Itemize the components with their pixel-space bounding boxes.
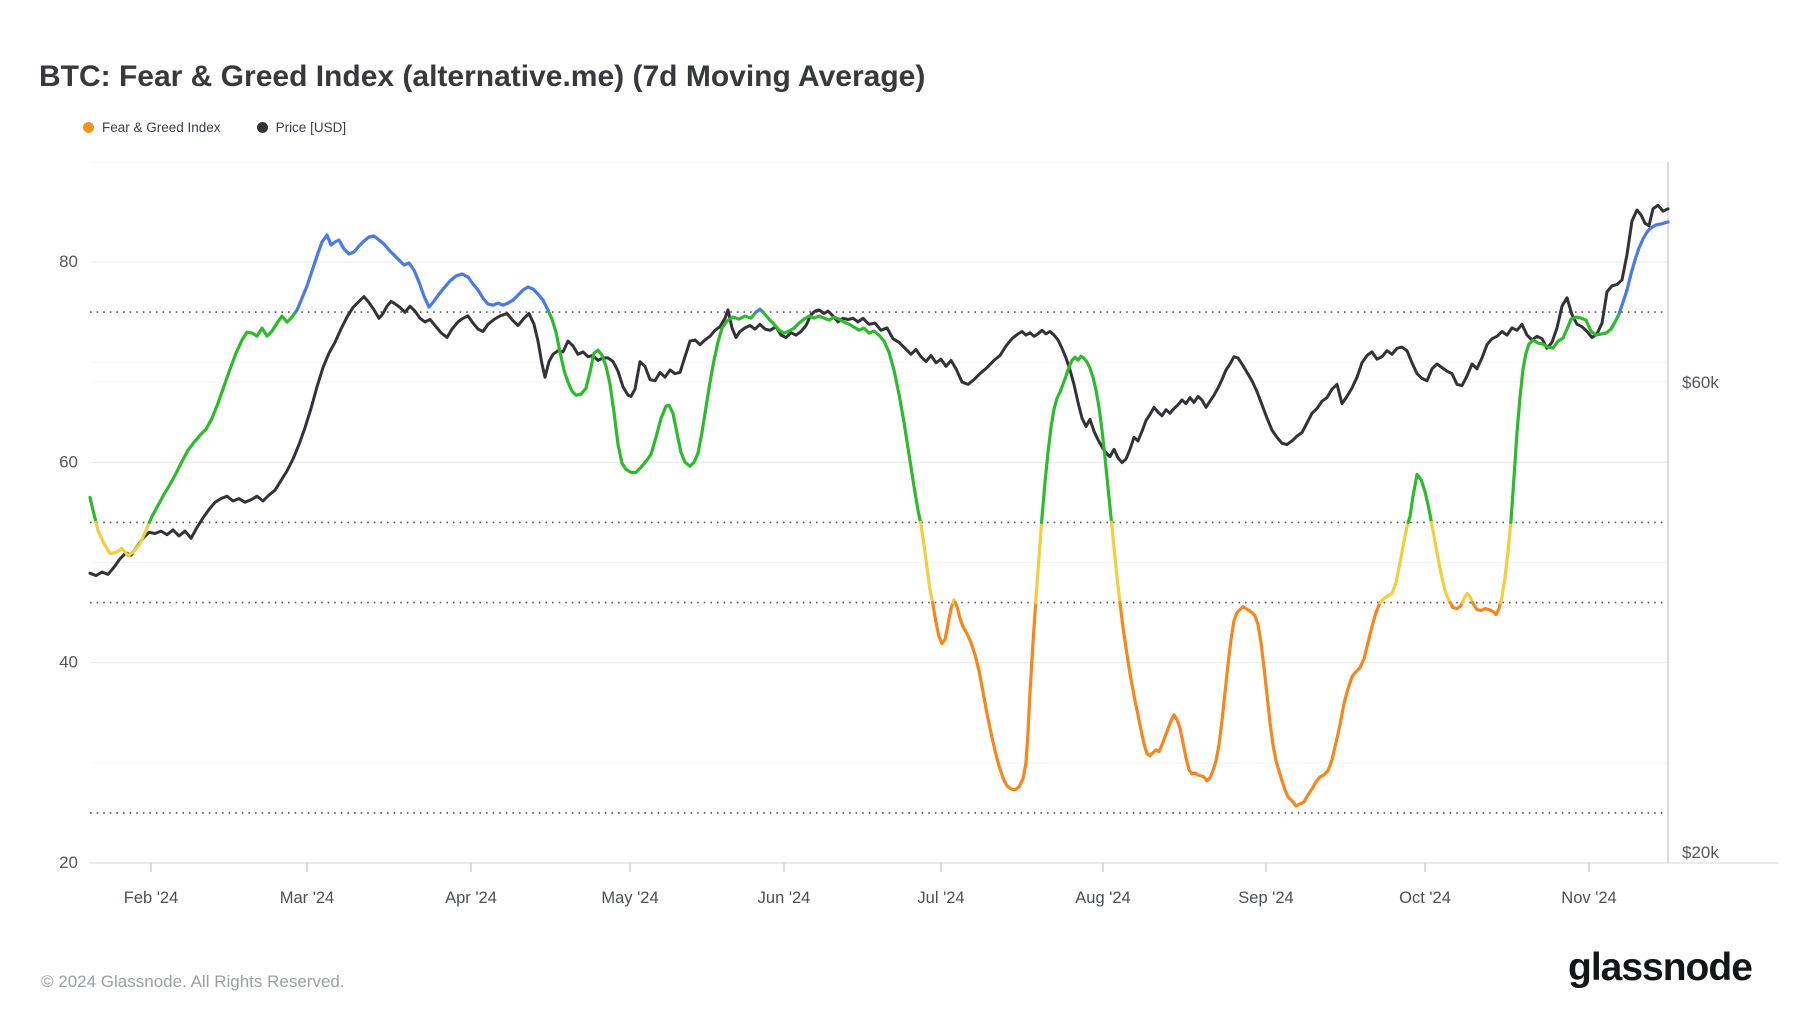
y-axis-left-label: 60 [59,452,78,471]
fear-greed-line-segment [1429,520,1452,605]
price-line [88,203,1670,578]
legend-item-fear-greed-index[interactable]: Fear & Greed Index [83,120,221,135]
fear-greed-line-segment [1509,310,1622,525]
x-axis-label: Oct '24 [1399,889,1451,907]
fear-greed-line-segment [1378,520,1410,605]
y-axis-left-label: 40 [59,653,78,672]
fear-greed-series-dot-icon [83,122,94,133]
x-axis-label: Sep '24 [1238,889,1293,907]
legend: Fear & Greed Index Price [USD] [83,120,346,135]
price-series-dot-icon [256,122,268,133]
legend-item-price-usd[interactable]: Price [USD] [256,120,347,135]
fear-greed-line-segment [88,495,98,525]
x-axis-label: Apr '24 [445,889,497,907]
fear-greed-line-segment [1039,354,1114,525]
copyright-text: © 2024 Glassnode. All Rights Reserved. [41,972,345,991]
fear-greed-line-segment [1034,520,1044,605]
fear-greed-line-segment [1460,591,1475,605]
fear-greed-line-segment [1498,520,1513,605]
y-axis-right-label: $20k [1682,843,1719,862]
page-title: BTC: Fear & Greed Index (alternative.me)… [39,60,926,94]
fear-greed-line-segment [953,600,1038,792]
fear-greed-line-segment [930,600,955,646]
fear-greed-line-segment [94,520,151,558]
legend-label-fear-greed: Fear & Greed Index [102,120,221,135]
x-axis-label: May '24 [601,889,658,907]
glassnode-logo[interactable]: glassnode [1568,946,1753,989]
fear-greed-line-segment [294,233,551,314]
x-axis-label: Jun '24 [758,889,811,907]
fear-greed-line-segment [918,520,935,605]
x-axis-label: Mar '24 [280,889,335,907]
y-axis-left-label: 80 [59,252,78,271]
y-axis-left-label: 20 [59,853,78,872]
fear-greed-line-segment [1406,472,1434,525]
fear-greed-line-segment [761,310,923,525]
x-axis-label: Aug '24 [1075,889,1130,907]
fear-greed-line-segment [1470,600,1503,617]
fear-greed-line-segment [1448,600,1464,611]
fear-greed-line-segment [1118,600,1382,808]
x-axis-label: Nov '24 [1561,889,1616,907]
x-axis-label: Feb '24 [124,889,179,907]
y-axis-right-label: $60k [1682,373,1719,392]
fear-greed-line-segment [1618,220,1670,314]
x-axis-label: Jul '24 [917,889,964,907]
fear-greed-line-segment [547,310,758,474]
fear-greed-line-segment [147,310,298,525]
legend-label-price: Price [USD] [275,120,347,135]
fear-greed-line-segment [1109,520,1122,605]
